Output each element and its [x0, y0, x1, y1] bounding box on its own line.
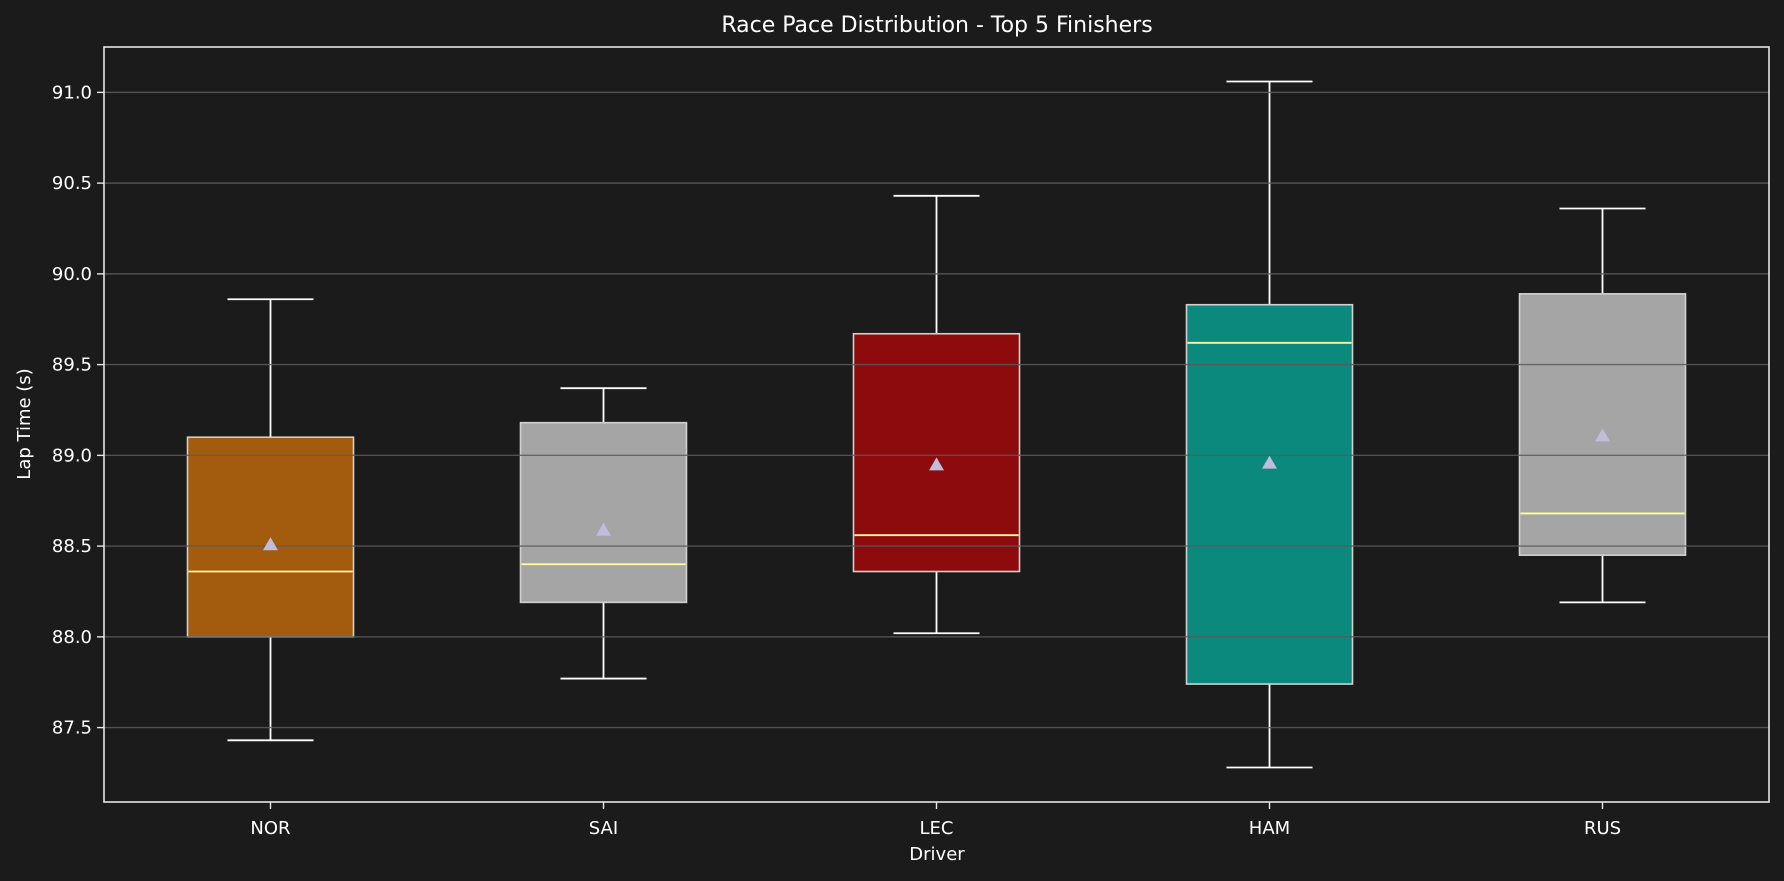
- box-lec: [852, 194, 1021, 635]
- mean-marker-icon: [596, 522, 611, 536]
- mean-marker-icon: [263, 537, 278, 551]
- y-axis-ticks: 87.5 88.0 88.5 89.0 89.5 90.0 90.5 91.0: [52, 82, 104, 739]
- box-rus: [1518, 207, 1687, 604]
- y-axis-label: Lap Time (s): [14, 368, 35, 479]
- box-ham: [1185, 80, 1354, 769]
- x-tick-label: NOR: [250, 818, 290, 839]
- x-tick-label: SAI: [589, 818, 618, 839]
- iqr-box: [1185, 303, 1354, 685]
- mean-marker-icon: [1262, 455, 1277, 469]
- x-axis-label: Driver: [909, 844, 965, 865]
- chart-title: Race Pace Distribution - Top 5 Finishers: [721, 13, 1152, 38]
- x-tick-label: LEC: [920, 818, 954, 839]
- y-tick-label: 90.5: [52, 173, 92, 194]
- y-tick-label: 89.0: [52, 445, 92, 466]
- x-tick-label: HAM: [1249, 818, 1290, 839]
- x-tick-label: RUS: [1584, 818, 1621, 839]
- x-axis-ticks: NOR SAI LEC HAM RUS: [250, 802, 1621, 839]
- y-gridlines: [104, 91, 1769, 729]
- box-nor: [186, 298, 355, 742]
- axes-frame: [103, 46, 1770, 803]
- median-mean-layer: [188, 341, 1685, 573]
- mean-marker-icon: [929, 457, 944, 471]
- y-tick-label: 90.0: [52, 264, 92, 285]
- y-tick-label: 88.0: [52, 627, 92, 648]
- iqr-box: [519, 421, 688, 604]
- box-series: [186, 80, 1687, 769]
- y-tick-label: 91.0: [52, 82, 92, 103]
- y-tick-label: 88.5: [52, 536, 92, 557]
- y-tick-label: 87.5: [52, 718, 92, 739]
- iqr-box: [186, 436, 355, 638]
- box-sai: [519, 387, 688, 680]
- y-tick-label: 89.5: [52, 355, 92, 376]
- iqr-box: [852, 332, 1021, 573]
- mean-marker-icon: [1595, 428, 1610, 442]
- iqr-box: [1518, 293, 1687, 556]
